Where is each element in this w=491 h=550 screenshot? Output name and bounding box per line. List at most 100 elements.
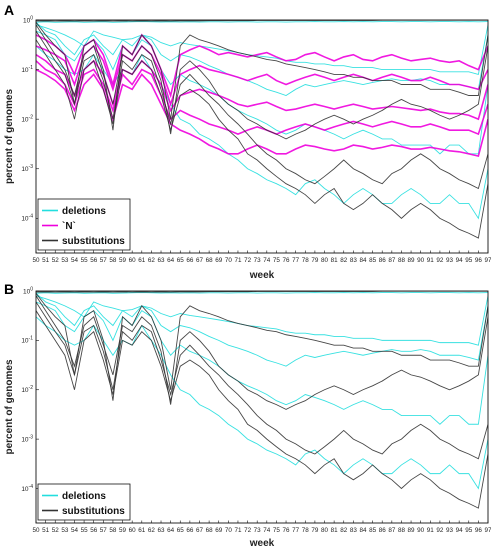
x-tick-label: 75 <box>273 527 281 534</box>
x-tick-label: 67 <box>196 257 204 264</box>
x-tick-label: 62 <box>148 527 156 534</box>
x-tick-label: 62 <box>148 257 156 264</box>
x-tick-label: 66 <box>186 527 194 534</box>
x-tick-label: 67 <box>196 527 204 534</box>
x-tick-label: 52 <box>52 527 60 534</box>
x-tick-label: 69 <box>215 257 223 264</box>
y-axis-label: percent of genomes <box>4 89 15 184</box>
y-tick-label: 10-1 <box>21 336 33 345</box>
x-tick-label: 54 <box>71 257 79 264</box>
x-tick-label: 80 <box>321 527 329 534</box>
series-line-substitutions-6 <box>36 292 488 401</box>
x-tick-label: 64 <box>167 527 175 534</box>
series-line-n-6 <box>36 44 488 107</box>
x-tick-label: 53 <box>61 527 69 534</box>
y-tick-label: 10-3 <box>21 434 33 443</box>
x-tick-label: 85 <box>369 257 377 264</box>
x-tick-label: 56 <box>90 527 98 534</box>
x-tick-label: 59 <box>119 257 127 264</box>
series-group <box>36 291 488 509</box>
x-tick-label: 90 <box>417 527 425 534</box>
x-tick-label: 78 <box>302 257 310 264</box>
series-line-substitutions-7 <box>36 295 488 410</box>
x-tick-label: 74 <box>263 527 271 534</box>
x-tick-label: 79 <box>311 257 319 264</box>
x-tick-label: 76 <box>283 257 291 264</box>
y-tick-label: 10-2 <box>21 114 33 123</box>
x-tick-label: 76 <box>283 527 291 534</box>
legend-label: substitutions <box>62 236 125 247</box>
x-tick-label: 79 <box>311 527 319 534</box>
legend: deletions substitutions <box>37 483 131 521</box>
y-tick-label: 10-4 <box>21 214 33 223</box>
x-tick-label: 84 <box>359 527 367 534</box>
x-tick-label: 52 <box>52 257 60 264</box>
x-tick-label: 82 <box>340 527 348 534</box>
x-tick-label: 83 <box>350 527 358 534</box>
x-tick-label: 50 <box>32 257 40 264</box>
y-tick-label: 10-1 <box>21 65 33 74</box>
panel-letter: B <box>4 281 14 297</box>
series-line-substitutions-11 <box>36 21 488 131</box>
series-line-substitutions-13 <box>36 30 488 190</box>
x-tick-label: 92 <box>436 527 444 534</box>
x-tick-label: 88 <box>398 527 406 534</box>
x-tick-label: 65 <box>177 257 185 264</box>
x-tick-label: 88 <box>398 257 406 264</box>
x-tick-label: 58 <box>109 257 117 264</box>
x-tick-label: 53 <box>61 257 69 264</box>
x-tick-label: 56 <box>90 257 98 264</box>
x-tick-label: 85 <box>369 527 377 534</box>
legend-label: substitutions <box>62 506 125 517</box>
series-line-deletions-0 <box>36 292 488 294</box>
x-tick-label: 78 <box>302 527 310 534</box>
y-tick-label: 100 <box>23 15 33 24</box>
chart-panel-a: 50 51 52 53 54 55 56 57 58 59 60 61 62 63 64 65 66 67 68 69… <box>4 2 491 281</box>
x-tick-label: 59 <box>119 527 127 534</box>
series-line-deletions-3 <box>36 30 488 155</box>
x-tick-label: 91 <box>427 257 435 264</box>
x-tick-label: 77 <box>292 527 300 534</box>
x-tick-label: 90 <box>417 257 425 264</box>
series-group <box>36 20 488 239</box>
x-axis-label: week <box>249 270 275 281</box>
x-tick-label: 94 <box>456 257 464 264</box>
x-tick-label: 73 <box>254 257 262 264</box>
x-tick-label: 82 <box>340 257 348 264</box>
x-tick-label: 92 <box>436 257 444 264</box>
x-tick-label: 60 <box>129 257 137 264</box>
x-tick-label: 71 <box>234 257 242 264</box>
axes-frame <box>35 290 489 524</box>
x-tick-label: 70 <box>225 527 233 534</box>
x-axis-label: week <box>249 538 275 549</box>
series-line-substitutions-9 <box>36 310 488 509</box>
legend: deletions `N` substitutions <box>37 198 131 251</box>
x-tick-label: 93 <box>446 527 454 534</box>
x-tick-label: 72 <box>244 527 252 534</box>
x-tick-label: 73 <box>254 527 262 534</box>
x-tick-label: 83 <box>350 257 358 264</box>
y-tick-label: 10-3 <box>21 164 33 173</box>
x-tick-label: 54 <box>71 527 79 534</box>
x-tick-label: 81 <box>331 527 339 534</box>
x-tick-label: 77 <box>292 257 300 264</box>
legend-label: deletions <box>62 206 106 217</box>
series-line-substitutions-14 <box>36 39 488 239</box>
series-line-deletions-1 <box>36 295 488 346</box>
x-tick-label: 57 <box>100 527 108 534</box>
x-tick-label: 93 <box>446 257 454 264</box>
x-tick-label: 55 <box>81 257 89 264</box>
x-tick-label: 72 <box>244 257 252 264</box>
legend-box <box>37 198 131 251</box>
y-tick-label: 10-2 <box>21 385 33 394</box>
series-line-substitutions-8 <box>36 301 488 460</box>
x-tick-label: 87 <box>388 527 396 534</box>
x-tick-label: 51 <box>42 527 50 534</box>
x-tick-label: 94 <box>456 527 464 534</box>
x-tick-label: 96 <box>475 257 483 264</box>
y-axis-label: percent of genomes <box>4 359 15 454</box>
x-tick-label: 65 <box>177 527 185 534</box>
x-tick-label: 68 <box>206 527 214 534</box>
panel-letter: A <box>4 2 14 18</box>
series-line-deletions-0 <box>36 21 488 23</box>
